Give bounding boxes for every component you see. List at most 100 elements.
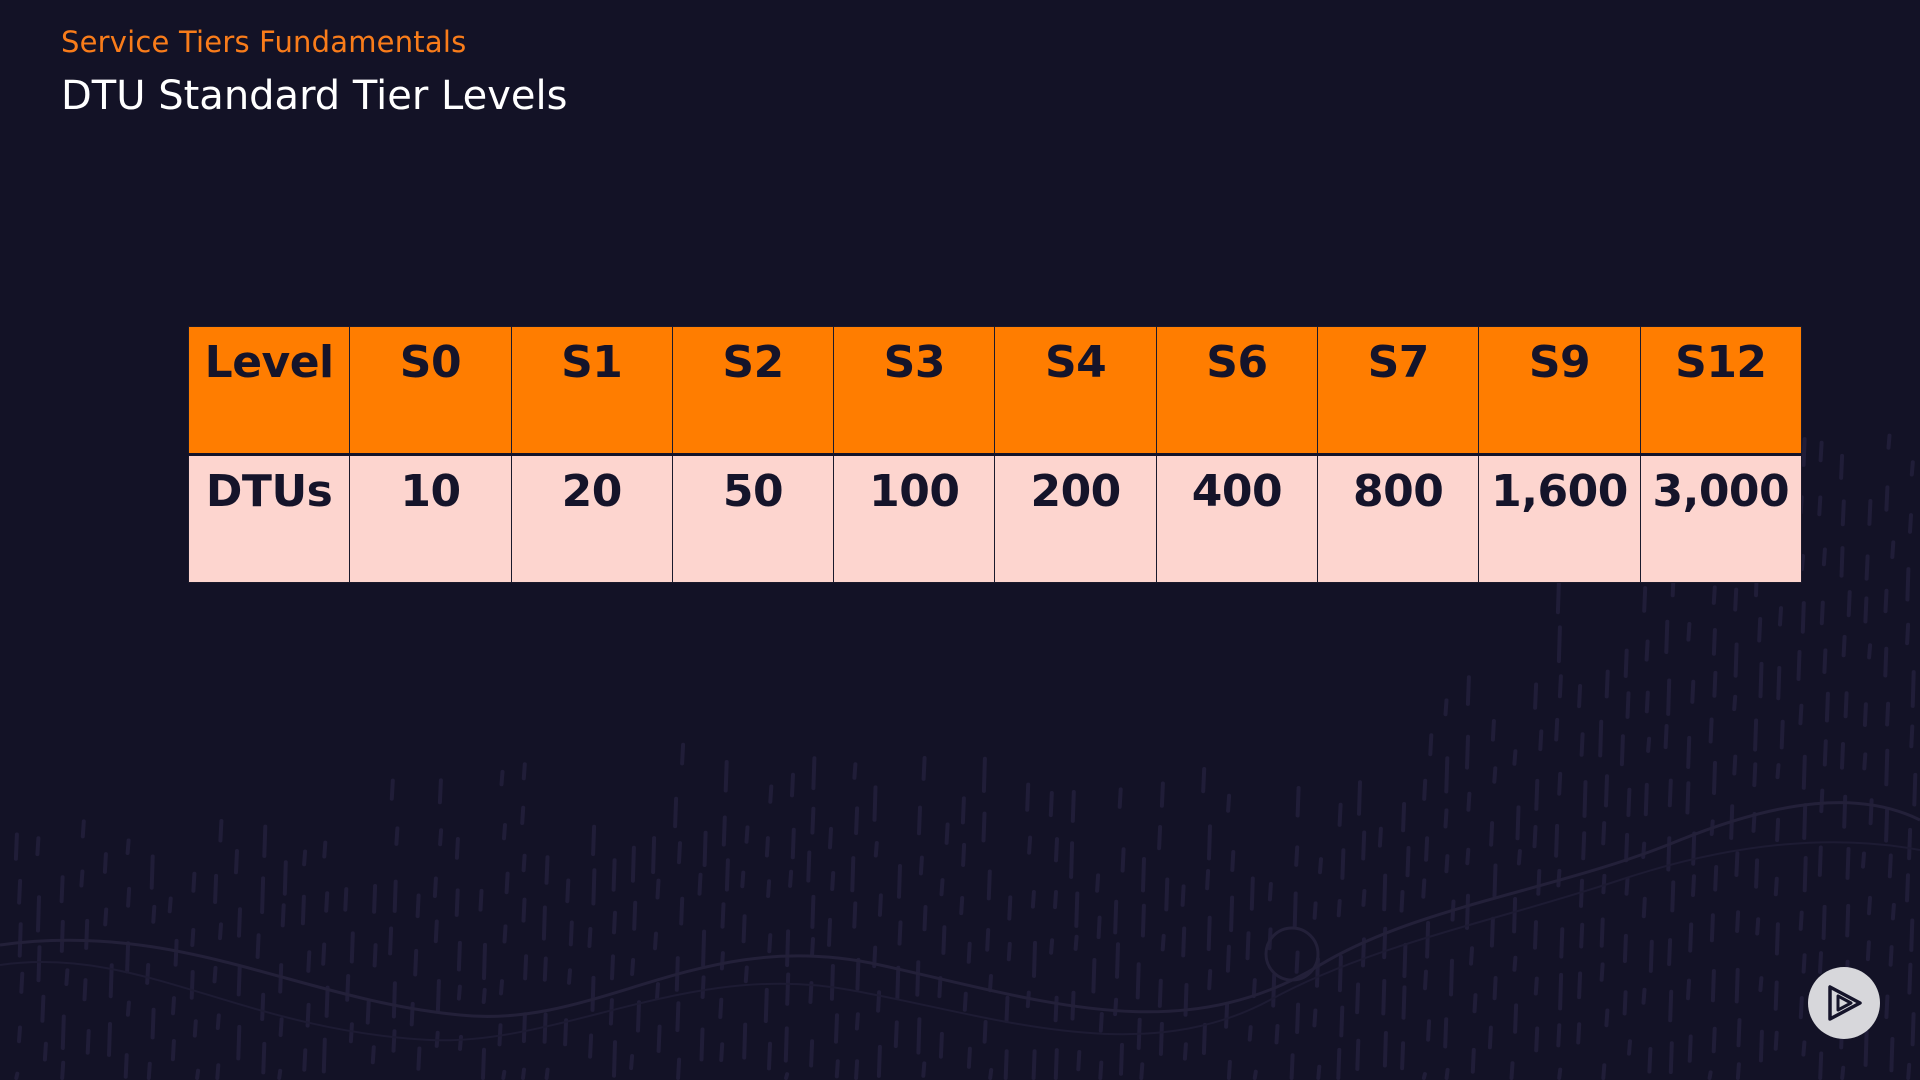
background-dash xyxy=(630,958,636,976)
background-dash xyxy=(810,894,816,929)
background-dash xyxy=(1667,778,1673,808)
background-dash xyxy=(632,900,638,931)
table-header-cell: S0 xyxy=(349,326,512,456)
background-dash xyxy=(1664,619,1670,654)
background-dash xyxy=(1885,701,1891,727)
background-dash xyxy=(1401,985,1407,1020)
background-dash xyxy=(680,742,686,766)
background-dash xyxy=(416,1046,422,1071)
background-dash xyxy=(988,1068,994,1080)
background-dash xyxy=(103,907,109,927)
background-dash xyxy=(563,1018,569,1047)
background-dash xyxy=(742,1022,748,1060)
background-dash xyxy=(1423,969,1428,991)
background-dash xyxy=(255,933,261,959)
background-dash xyxy=(1274,1024,1280,1045)
background-dash xyxy=(1513,1003,1519,1034)
background-dash xyxy=(1845,847,1851,880)
background-dash xyxy=(962,991,968,1012)
background-dash xyxy=(653,931,658,951)
background-dash xyxy=(1402,942,1408,979)
play-logo-icon[interactable] xyxy=(1808,967,1880,1039)
background-dash xyxy=(302,1048,308,1072)
background-dash xyxy=(1538,729,1544,752)
background-dash xyxy=(348,1022,354,1044)
background-dash xyxy=(262,824,268,858)
background-dash xyxy=(1712,670,1718,698)
background-dash xyxy=(1025,782,1031,812)
background-dash xyxy=(36,895,41,933)
background-dash xyxy=(1003,1049,1009,1080)
table-header-cell: S2 xyxy=(671,326,835,456)
background-dash xyxy=(1157,825,1163,851)
background-dash xyxy=(719,1042,725,1062)
background-dash xyxy=(1840,1065,1846,1080)
background-dash xyxy=(277,1068,283,1080)
background-dash xyxy=(960,796,966,825)
background-dash xyxy=(768,784,774,804)
background-dash xyxy=(740,870,746,889)
background-dash xyxy=(1845,903,1851,938)
background-dash xyxy=(1604,1008,1610,1028)
background-dash xyxy=(1207,969,1213,991)
background-dash xyxy=(1315,957,1320,988)
background-dash xyxy=(1229,895,1235,933)
background-dash xyxy=(1492,976,1498,1001)
background-dash xyxy=(806,850,812,883)
background-dash xyxy=(1734,851,1740,877)
table-cell: 50 xyxy=(671,454,835,583)
background-dash xyxy=(502,924,508,944)
background-dash xyxy=(1030,890,1036,909)
background-dash xyxy=(1663,724,1669,750)
background-dash xyxy=(988,974,993,993)
background-dash xyxy=(1582,780,1588,818)
background-dash xyxy=(830,871,836,891)
background-dash xyxy=(612,1040,617,1078)
background-dash xyxy=(1839,546,1845,578)
background-dash xyxy=(1135,962,1141,1000)
background-dash xyxy=(1601,1063,1607,1080)
background-dash xyxy=(679,896,685,926)
background-dash xyxy=(1800,601,1806,634)
background-dash xyxy=(1032,940,1037,978)
background-dash xyxy=(372,884,378,914)
background-dash xyxy=(944,822,950,845)
background-dash xyxy=(437,778,443,805)
background-dash xyxy=(1405,846,1411,878)
background-wave-line xyxy=(0,801,1920,1018)
background-dash xyxy=(1355,982,1361,1015)
background-dash xyxy=(1735,910,1741,933)
background-dash xyxy=(1642,586,1648,613)
background-dash xyxy=(1534,1026,1540,1053)
background-dash xyxy=(388,926,394,956)
background-dash xyxy=(1648,939,1654,973)
background-dash xyxy=(1294,845,1300,867)
background-dash xyxy=(478,888,484,912)
background-dash xyxy=(17,922,23,958)
background-dash xyxy=(521,897,527,923)
background-dash xyxy=(278,963,284,994)
background-dash xyxy=(167,896,173,914)
background-dash xyxy=(1443,698,1449,717)
background-dash xyxy=(677,841,682,865)
background-dash xyxy=(1734,967,1740,1004)
background-dash xyxy=(1773,980,1779,1011)
background-dash xyxy=(1559,927,1565,959)
background-dash xyxy=(701,929,707,968)
background-dash xyxy=(1294,950,1300,974)
background-dash xyxy=(1295,786,1301,818)
background-dash xyxy=(85,1029,91,1055)
background-dash xyxy=(125,1000,131,1017)
background-dash xyxy=(656,1024,662,1053)
background-dash xyxy=(743,965,749,984)
background-dash xyxy=(723,760,729,793)
background-dash xyxy=(1207,824,1212,861)
play-triangle-icon xyxy=(1828,985,1862,1021)
background-dash xyxy=(1579,878,1584,908)
background-dash xyxy=(234,849,239,875)
background-dash xyxy=(1049,938,1055,955)
background-dash xyxy=(1140,903,1146,938)
background-dash xyxy=(1382,873,1388,912)
background-dash xyxy=(766,879,772,898)
background-dash xyxy=(1556,1023,1562,1048)
